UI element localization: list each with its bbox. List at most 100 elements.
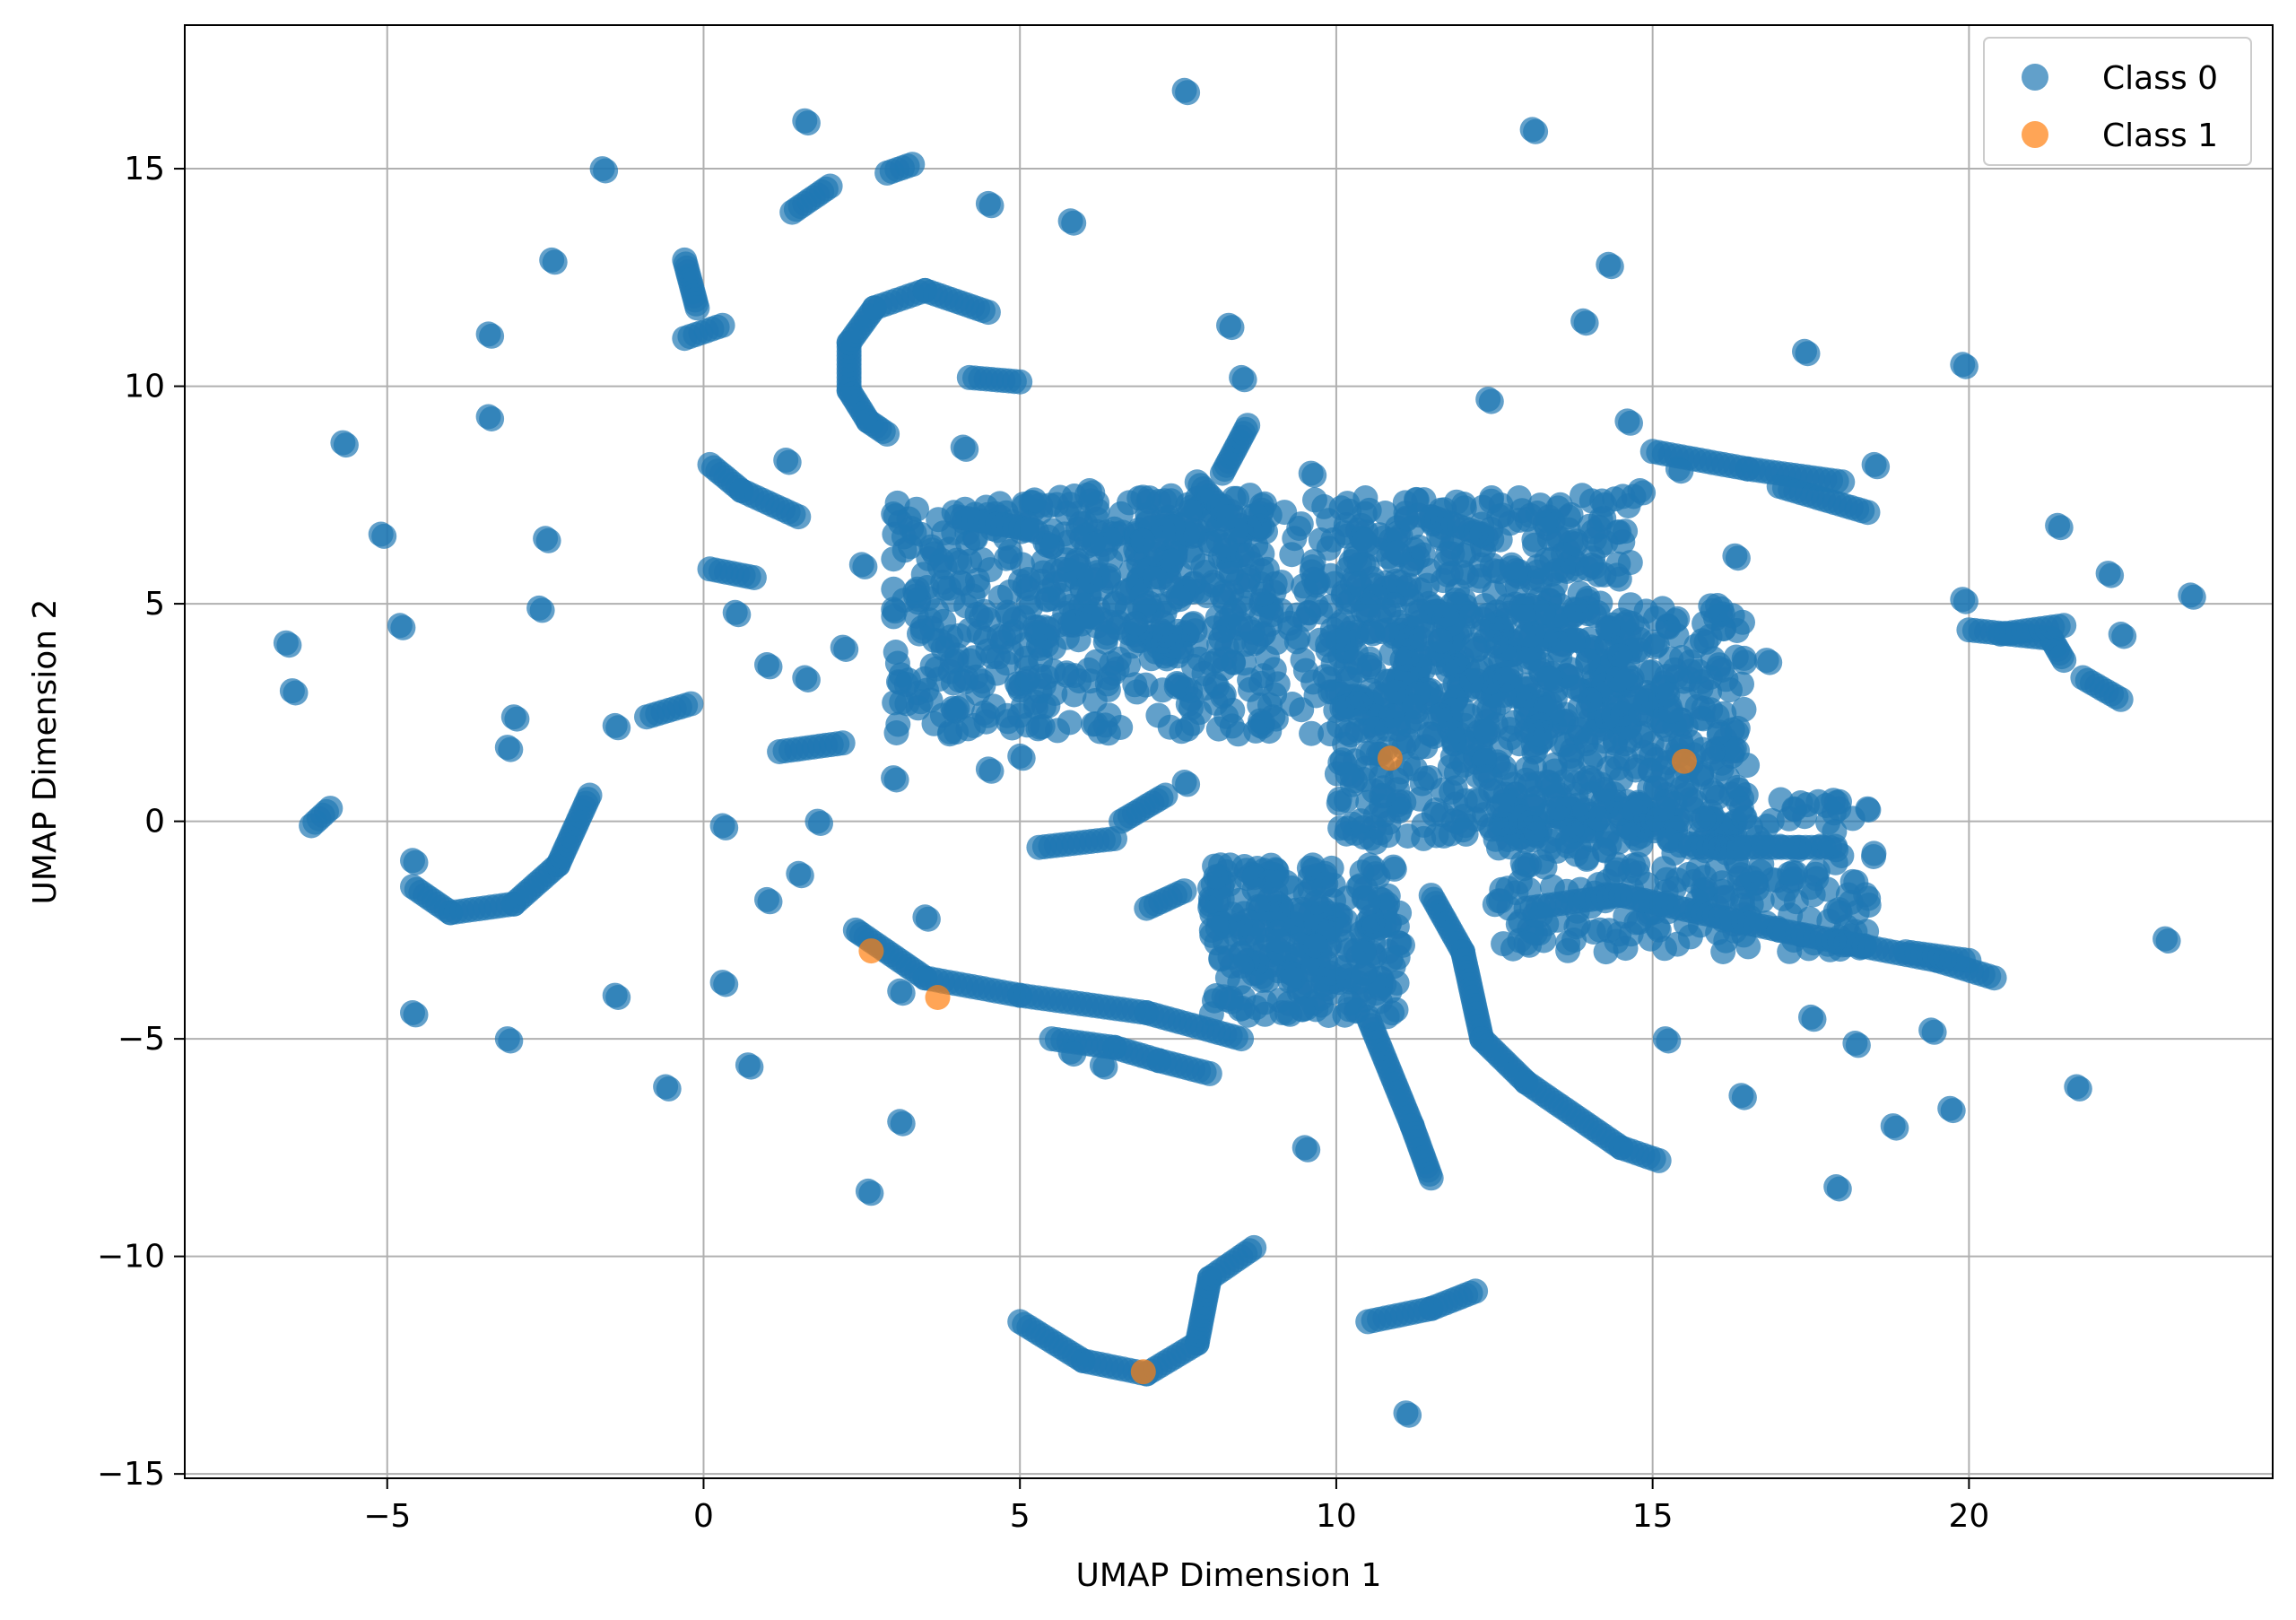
data-point — [817, 173, 843, 199]
data-point — [1239, 551, 1265, 577]
x-tick-label: 10 — [1316, 1498, 1357, 1535]
data-point — [1438, 561, 1464, 586]
series-class-0 — [273, 77, 2206, 1428]
data-point — [1203, 864, 1229, 890]
data-point — [1489, 793, 1515, 818]
data-point — [1061, 682, 1087, 708]
data-point — [1377, 910, 1403, 936]
data-point — [333, 432, 359, 458]
data-point — [1921, 1019, 1947, 1045]
data-point — [1449, 697, 1475, 722]
data-point — [1075, 604, 1101, 630]
data-point — [1408, 626, 1434, 652]
data-point — [1530, 599, 1556, 625]
data-point — [1352, 527, 1378, 553]
data-point — [1646, 1147, 1672, 1173]
data-point — [858, 938, 884, 964]
data-point — [1461, 632, 1487, 658]
data-point — [1130, 528, 1156, 554]
data-point — [2155, 928, 2181, 954]
data-point — [874, 421, 900, 447]
data-point — [1625, 851, 1651, 877]
data-point — [276, 632, 302, 658]
data-point — [1268, 570, 1294, 596]
data-point — [1513, 692, 1539, 718]
x-tick-label: 20 — [1948, 1498, 1989, 1535]
data-point — [1597, 615, 1623, 641]
data-point — [786, 504, 812, 530]
data-point — [1284, 602, 1310, 628]
data-point — [1523, 118, 1549, 144]
data-point — [1175, 80, 1201, 106]
data-point — [1610, 529, 1636, 555]
data-point — [1375, 823, 1401, 849]
data-point — [1633, 598, 1659, 624]
data-point — [852, 553, 878, 579]
data-point — [1546, 795, 1572, 821]
data-point — [726, 602, 752, 628]
data-point — [1356, 497, 1382, 523]
data-point — [1801, 1006, 1827, 1032]
data-point — [1159, 573, 1184, 599]
data-point — [1102, 590, 1128, 616]
data-point — [1250, 581, 1276, 607]
data-point — [1656, 1028, 1682, 1054]
data-point — [961, 712, 987, 738]
data-point — [1817, 834, 1843, 860]
data-point — [605, 985, 631, 1010]
data-point — [283, 680, 309, 706]
data-point — [1558, 665, 1584, 691]
data-point — [1177, 499, 1203, 525]
data-point — [605, 715, 631, 741]
data-point — [890, 1110, 916, 1137]
data-point — [987, 584, 1013, 610]
data-point — [1061, 1041, 1087, 1067]
data-point — [900, 152, 926, 178]
data-point — [1334, 720, 1360, 746]
data-point — [1814, 876, 1840, 902]
data-point — [1473, 719, 1499, 745]
data-point — [1418, 1165, 1444, 1191]
data-point — [1040, 658, 1066, 684]
data-point — [1435, 541, 1461, 567]
data-point — [1578, 553, 1605, 578]
data-point — [317, 796, 344, 822]
data-point — [1084, 506, 1110, 532]
y-tick-label: 5 — [144, 586, 165, 623]
data-point — [1463, 1278, 1489, 1304]
data-point — [403, 1002, 429, 1028]
data-point — [1586, 806, 1612, 832]
data-point — [1219, 315, 1245, 341]
data-point — [1940, 1098, 1966, 1124]
data-point — [1231, 367, 1257, 393]
data-point — [1795, 341, 1821, 367]
x-axis-label: UMAP Dimension 1 — [1076, 1557, 1382, 1594]
data-point — [788, 863, 814, 889]
data-point — [918, 687, 944, 713]
data-point — [931, 608, 957, 634]
data-point — [890, 980, 916, 1006]
data-point — [1839, 868, 1866, 894]
data-point — [1229, 1026, 1255, 1052]
data-point — [1171, 878, 1197, 904]
data-point — [1077, 568, 1103, 594]
data-point — [1690, 628, 1715, 654]
data-point — [1290, 647, 1316, 673]
data-point — [898, 534, 923, 560]
data-point — [1451, 752, 1477, 778]
x-tick-label: 15 — [1632, 1498, 1674, 1535]
data-point — [1095, 676, 1121, 702]
data-point — [1826, 897, 1852, 923]
data-point — [741, 565, 767, 590]
data-point — [1351, 961, 1377, 987]
data-point — [1406, 535, 1432, 560]
data-point — [1731, 1084, 1757, 1110]
data-point — [1380, 623, 1406, 649]
data-point — [1645, 915, 1671, 941]
data-point — [1563, 914, 1589, 940]
data-point — [1574, 845, 1600, 871]
data-point — [1194, 583, 1220, 609]
data-point — [881, 576, 907, 602]
data-point — [1263, 706, 1289, 732]
data-point — [1351, 940, 1377, 966]
